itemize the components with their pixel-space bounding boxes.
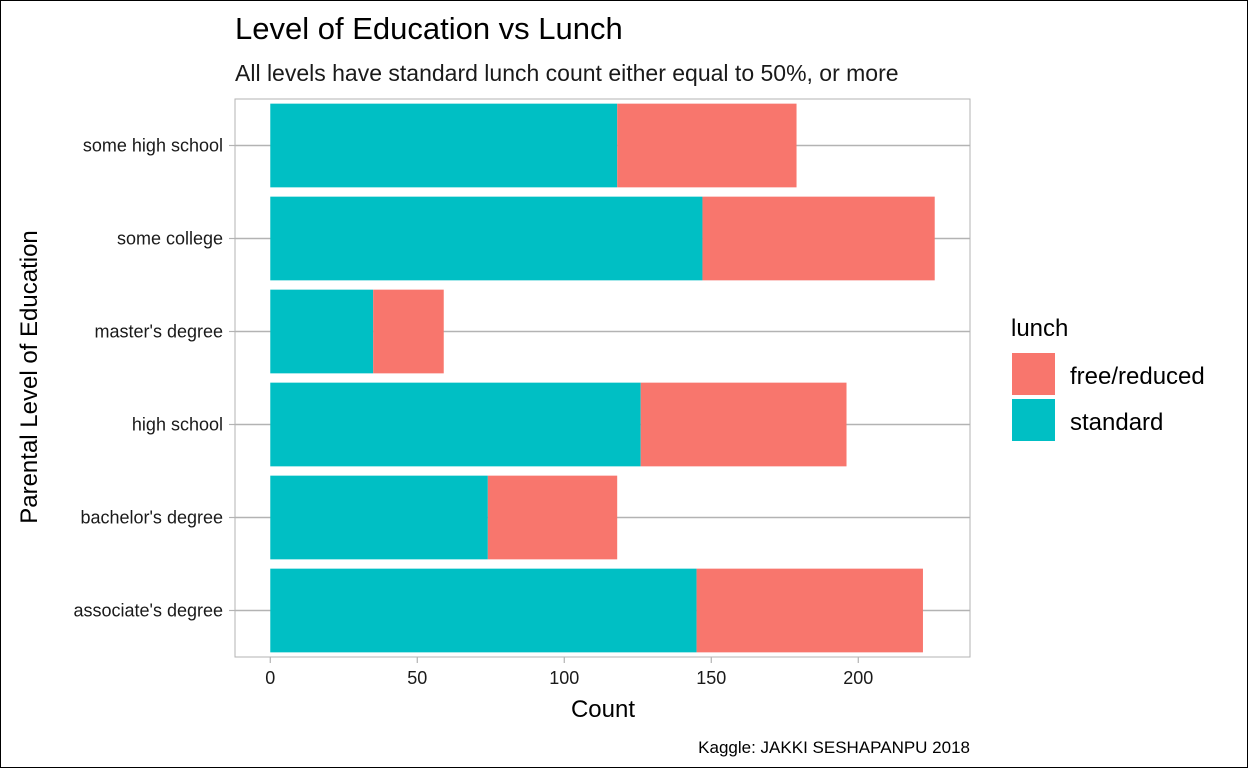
y-tick-label: master's degree <box>95 322 224 342</box>
bar-free-reduced <box>702 196 935 281</box>
y-tick-label: some college <box>117 229 223 249</box>
x-tick-label: 200 <box>843 668 873 688</box>
bar-free-reduced <box>487 475 618 560</box>
bar-standard <box>270 382 641 467</box>
x-tick-label: 150 <box>696 668 726 688</box>
bar-standard <box>270 103 618 188</box>
legend-title: lunch <box>1011 315 1068 342</box>
y-tick-label: associate's degree <box>73 601 223 621</box>
bars <box>270 103 935 653</box>
bar-standard <box>270 196 703 281</box>
chart-subtitle: All levels have standard lunch count eit… <box>235 60 899 86</box>
y-axis-title: Parental Level of Education <box>16 230 43 524</box>
bar-free-reduced <box>373 289 444 374</box>
bar-standard <box>270 475 488 560</box>
y-axis: some high school some college master's deg… <box>73 136 235 621</box>
legend-label: standard <box>1070 409 1163 436</box>
bar-standard <box>270 289 374 374</box>
bar-standard <box>270 568 697 653</box>
legend: lunch free/reduced standard <box>1011 315 1205 441</box>
chart-caption: Kaggle: JAKKI SESHAPANPU 2018 <box>698 738 970 757</box>
y-tick-label: bachelor's degree <box>80 508 223 528</box>
legend-items: free/reduced standard <box>1012 353 1205 441</box>
bar-free-reduced <box>640 382 847 467</box>
x-tick-label: 50 <box>407 668 427 688</box>
y-tick-label: some high school <box>83 136 223 156</box>
x-tick-label: 0 <box>265 668 275 688</box>
plot-panel <box>234 98 971 658</box>
legend-label: free/reduced <box>1070 363 1205 390</box>
bar-free-reduced <box>696 568 923 653</box>
x-tick-label: 100 <box>549 668 579 688</box>
bar-free-reduced <box>617 103 797 188</box>
y-tick-label: high school <box>132 415 223 435</box>
legend-swatch <box>1012 399 1055 441</box>
x-axis-title: Count <box>571 696 635 723</box>
x-axis: 0 50 100 150 200 <box>265 657 873 688</box>
legend-swatch <box>1012 353 1055 395</box>
chart-title: Level of Education vs Lunch <box>235 11 623 46</box>
